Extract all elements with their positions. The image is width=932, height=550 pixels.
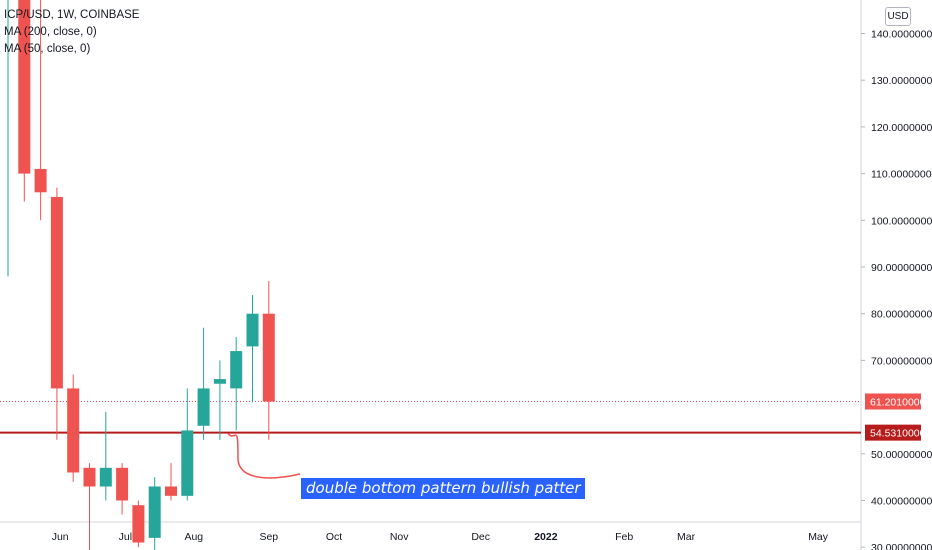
y-tick-label: 110.00000000	[871, 169, 932, 181]
currency-button[interactable]: USD	[885, 7, 911, 26]
annotation-curve	[227, 433, 301, 479]
ma200-legend: MA (200, close, 0)	[4, 26, 97, 38]
candle-body	[230, 351, 243, 389]
candle-body	[148, 486, 161, 538]
y-tick-label: 120.00000000	[871, 122, 932, 134]
candle[interactable]	[132, 500, 145, 548]
candle[interactable]	[2, 0, 14, 277]
x-tick-label: Aug	[184, 531, 203, 543]
candle-body	[99, 467, 112, 487]
y-tick-label: 100.00000000	[871, 215, 932, 227]
candle[interactable]	[34, 0, 47, 221]
x-tick-label: Oct	[326, 531, 342, 543]
candle[interactable]	[116, 463, 129, 515]
candle-body	[165, 486, 177, 496]
candle[interactable]	[213, 360, 226, 440]
level-price-label: 54.53100000	[870, 428, 931, 440]
y-tick-label: 140.00000000	[871, 29, 932, 41]
candle-body	[197, 388, 210, 426]
y-tick-label: 80.00000000	[871, 309, 932, 321]
x-tick-label: Nov	[390, 531, 409, 543]
x-tick-label: May	[808, 531, 829, 543]
candle-body	[83, 467, 96, 487]
x-tick-label: Jul	[119, 531, 132, 543]
candle-body	[132, 505, 145, 543]
candle[interactable]	[197, 327, 210, 440]
candle[interactable]	[246, 295, 259, 403]
candle-body	[67, 388, 80, 473]
level-price-label-bg	[865, 424, 921, 441]
annotation-label[interactable]: double bottom pattern bullish patter	[301, 478, 585, 499]
ma50-legend: MA (50, close, 0)	[4, 43, 91, 55]
candle[interactable]	[181, 388, 194, 501]
candle[interactable]	[230, 337, 243, 431]
y-tick-label: 30.00000000	[871, 542, 932, 550]
y-tick-label: 130.00000000	[871, 75, 932, 87]
x-tick-label: Jun	[52, 531, 69, 543]
x-tick-label: 2022	[534, 531, 558, 543]
candle[interactable]	[99, 411, 112, 501]
candle-body	[116, 467, 129, 501]
candle-body	[18, 0, 31, 174]
candle-body	[181, 430, 194, 496]
x-tick-label: Dec	[471, 531, 490, 543]
chart-legend: ICP/USD, 1W, COINBASE MA (200, close, 0)…	[4, 7, 139, 58]
candle-body	[246, 313, 259, 347]
candle-body	[213, 379, 226, 384]
y-tick-label: 90.00000000	[871, 262, 932, 274]
candle[interactable]	[67, 374, 80, 482]
candle[interactable]	[83, 463, 96, 550]
candle[interactable]	[148, 477, 161, 550]
candle-body	[34, 168, 47, 193]
current-price-label-bg	[865, 393, 921, 410]
y-tick-label: 70.00000000	[871, 355, 932, 367]
candle[interactable]	[262, 281, 275, 440]
candle-body	[262, 313, 275, 402]
candle-body	[50, 196, 63, 389]
y-tick-label: 40.00000000	[871, 496, 932, 508]
symbol-title: ICP/USD, 1W, COINBASE	[4, 9, 140, 21]
candle[interactable]	[50, 187, 63, 440]
x-tick-label: Mar	[677, 531, 696, 543]
y-tick-label: 50.00000000	[871, 449, 932, 461]
x-tick-label: Sep	[259, 531, 278, 543]
candle[interactable]	[18, 0, 31, 202]
current-price-label: 61.20100000	[870, 396, 931, 408]
x-tick-label: Feb	[615, 531, 633, 543]
candle[interactable]	[165, 463, 177, 501]
